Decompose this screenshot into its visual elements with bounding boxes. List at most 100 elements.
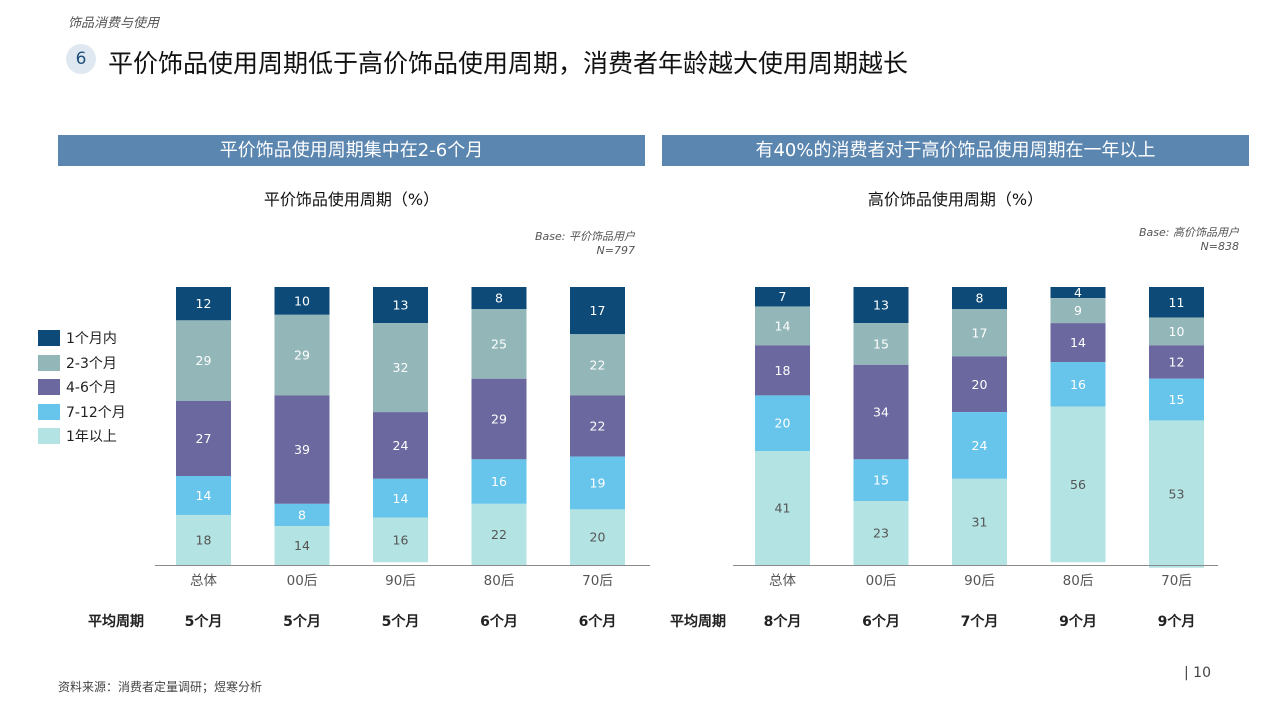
left-data-label-1-1: 29 xyxy=(294,348,310,363)
left-data-label-3-2: 29 xyxy=(491,412,507,427)
left-bar-3-seg-0 xyxy=(471,287,527,310)
left-chart-title: 平价饰品使用周期（%） xyxy=(263,190,440,209)
right-bar-2-seg-4 xyxy=(952,478,1007,565)
left-data-label-1-2: 39 xyxy=(294,442,310,457)
left-base-line1: Base: 平价饰品用户 xyxy=(535,230,635,243)
left-bar-1-seg-3 xyxy=(274,503,330,527)
left-data-label-2-0: 13 xyxy=(393,298,409,313)
legend-swatch-5 xyxy=(38,428,60,445)
right-data-label-1-3: 15 xyxy=(873,473,889,488)
left-avg-value-0: 5个月 xyxy=(184,614,223,630)
left-data-label-4-0: 17 xyxy=(590,303,606,318)
right-avg-value-2: 7个月 xyxy=(960,614,999,630)
right-data-label-2-3: 24 xyxy=(972,438,988,453)
legend-item-4: 7-12个月 xyxy=(38,400,126,425)
left-bar-4-seg-4 xyxy=(570,509,625,565)
right-data-label-2-1: 17 xyxy=(972,325,988,340)
right-data-label-1-2: 34 xyxy=(873,405,889,420)
right-bar-1-seg-3 xyxy=(853,459,909,502)
left-bar-4-seg-3 xyxy=(570,456,625,510)
legend-label-4: 7-12个月 xyxy=(66,404,126,421)
left-data-label-4-3: 19 xyxy=(590,475,606,490)
right-data-label-4-1: 10 xyxy=(1169,324,1185,339)
right-data-label-3-2: 14 xyxy=(1070,335,1086,350)
left-bar-3-seg-3 xyxy=(471,459,527,504)
left-data-label-1-3: 8 xyxy=(298,507,306,522)
left-bar-2-seg-0 xyxy=(373,287,428,324)
legend-label-1: 1个月内 xyxy=(66,331,117,348)
left-data-label-0-0: 12 xyxy=(196,296,212,311)
left-data-label-0-3: 14 xyxy=(196,488,212,503)
right-banner: 有40%的消费者对于高价饰品使用周期在一年以上 xyxy=(662,135,1249,166)
right-bar-4-seg-4 xyxy=(1149,420,1204,568)
left-data-label-3-3: 16 xyxy=(491,474,507,489)
right-data-label-4-3: 15 xyxy=(1169,392,1185,407)
left-data-label-4-2: 22 xyxy=(590,419,606,434)
left-banner: 平价饰品使用周期集中在2-6个月 xyxy=(58,135,645,166)
right-bar-2-seg-1 xyxy=(952,309,1007,357)
right-bar-4-seg-3 xyxy=(1149,378,1204,421)
left-data-label-2-3: 14 xyxy=(393,491,409,506)
right-bar-0-seg-2 xyxy=(755,345,810,396)
left-category-label-0: 总体 xyxy=(190,573,217,589)
left-base-note: Base: 平价饰品用户 N=797 xyxy=(400,228,635,257)
left-data-label-1-4: 14 xyxy=(294,538,310,553)
left-data-label-4-4: 20 xyxy=(590,530,606,545)
legend-label-3: 4-6个月 xyxy=(66,380,117,397)
right-bar-1-seg-1 xyxy=(853,323,909,365)
right-data-label-0-4: 41 xyxy=(775,501,791,516)
left-data-label-0-2: 27 xyxy=(196,431,212,446)
right-bar-1-seg-0 xyxy=(853,287,909,324)
right-bar-1-seg-4 xyxy=(853,501,909,565)
right-bar-3-seg-0 xyxy=(1050,287,1106,299)
right-category-label-3: 80后 xyxy=(1063,573,1094,589)
legend-label-2: 2-3个月 xyxy=(66,355,117,372)
section-tag: 饰品消费与使用 xyxy=(68,16,160,31)
left-bar-0-seg-4 xyxy=(176,514,231,565)
page-title: 平价饰品使用周期低于高价饰品使用周期，消费者年龄越大使用周期越长 xyxy=(108,49,909,78)
right-bar-4-seg-0 xyxy=(1149,287,1204,318)
right-avg-value-4: 9个月 xyxy=(1157,614,1196,630)
left-data-label-0-4: 18 xyxy=(196,532,212,547)
right-bar-1-seg-2 xyxy=(853,364,909,460)
legend-item-2: 2-3个月 xyxy=(38,351,126,376)
right-bar-3-seg-3 xyxy=(1050,362,1106,407)
right-bar-3-seg-2 xyxy=(1050,323,1106,363)
right-data-label-3-0: 4 xyxy=(1074,285,1082,300)
left-avg-value-1: 5个月 xyxy=(283,614,321,630)
right-bar-0-seg-1 xyxy=(755,306,810,346)
right-bar-4-seg-1 xyxy=(1149,317,1204,346)
left-bar-1-seg-1 xyxy=(274,314,330,396)
legend: 1个月内 2-3个月 4-6个月 7-12个月 1年以上 xyxy=(38,326,126,449)
left-category-label-2: 90后 xyxy=(385,573,416,589)
left-bar-2-seg-4 xyxy=(373,517,428,563)
right-data-label-1-1: 15 xyxy=(873,336,889,351)
left-data-label-0-1: 29 xyxy=(196,353,212,368)
legend-swatch-1 xyxy=(38,330,60,347)
left-bar-0-seg-1 xyxy=(176,320,231,401)
right-bar-0-seg-0 xyxy=(755,287,810,307)
legend-swatch-3 xyxy=(38,379,60,396)
left-category-label-3: 80后 xyxy=(484,573,515,589)
left-avg-value-4: 6个月 xyxy=(578,614,617,630)
left-bar-4-seg-0 xyxy=(570,287,625,335)
source-note: 资料来源：消费者定量调研；煜寒分析 xyxy=(58,680,263,694)
right-data-label-0-2: 18 xyxy=(775,363,791,378)
right-avg-label: 平均周期 xyxy=(670,614,726,630)
legend-item-1: 1个月内 xyxy=(38,326,126,351)
right-data-label-2-2: 20 xyxy=(972,377,988,392)
left-data-label-1-0: 10 xyxy=(294,293,310,308)
right-base-line2: N=838 xyxy=(1200,240,1239,253)
right-data-label-0-1: 14 xyxy=(775,318,791,333)
left-data-label-2-2: 24 xyxy=(393,438,409,453)
legend-item-3: 4-6个月 xyxy=(38,375,126,400)
left-bar-2-seg-3 xyxy=(373,478,428,518)
right-bar-4-seg-2 xyxy=(1149,345,1204,379)
left-bar-1-seg-2 xyxy=(274,395,330,504)
right-data-label-2-4: 31 xyxy=(972,514,988,529)
left-data-label-3-0: 8 xyxy=(495,291,503,306)
right-data-label-3-1: 9 xyxy=(1074,303,1082,318)
right-avg-value-0: 8个月 xyxy=(763,614,802,630)
page-number: | 10 xyxy=(1184,665,1211,681)
